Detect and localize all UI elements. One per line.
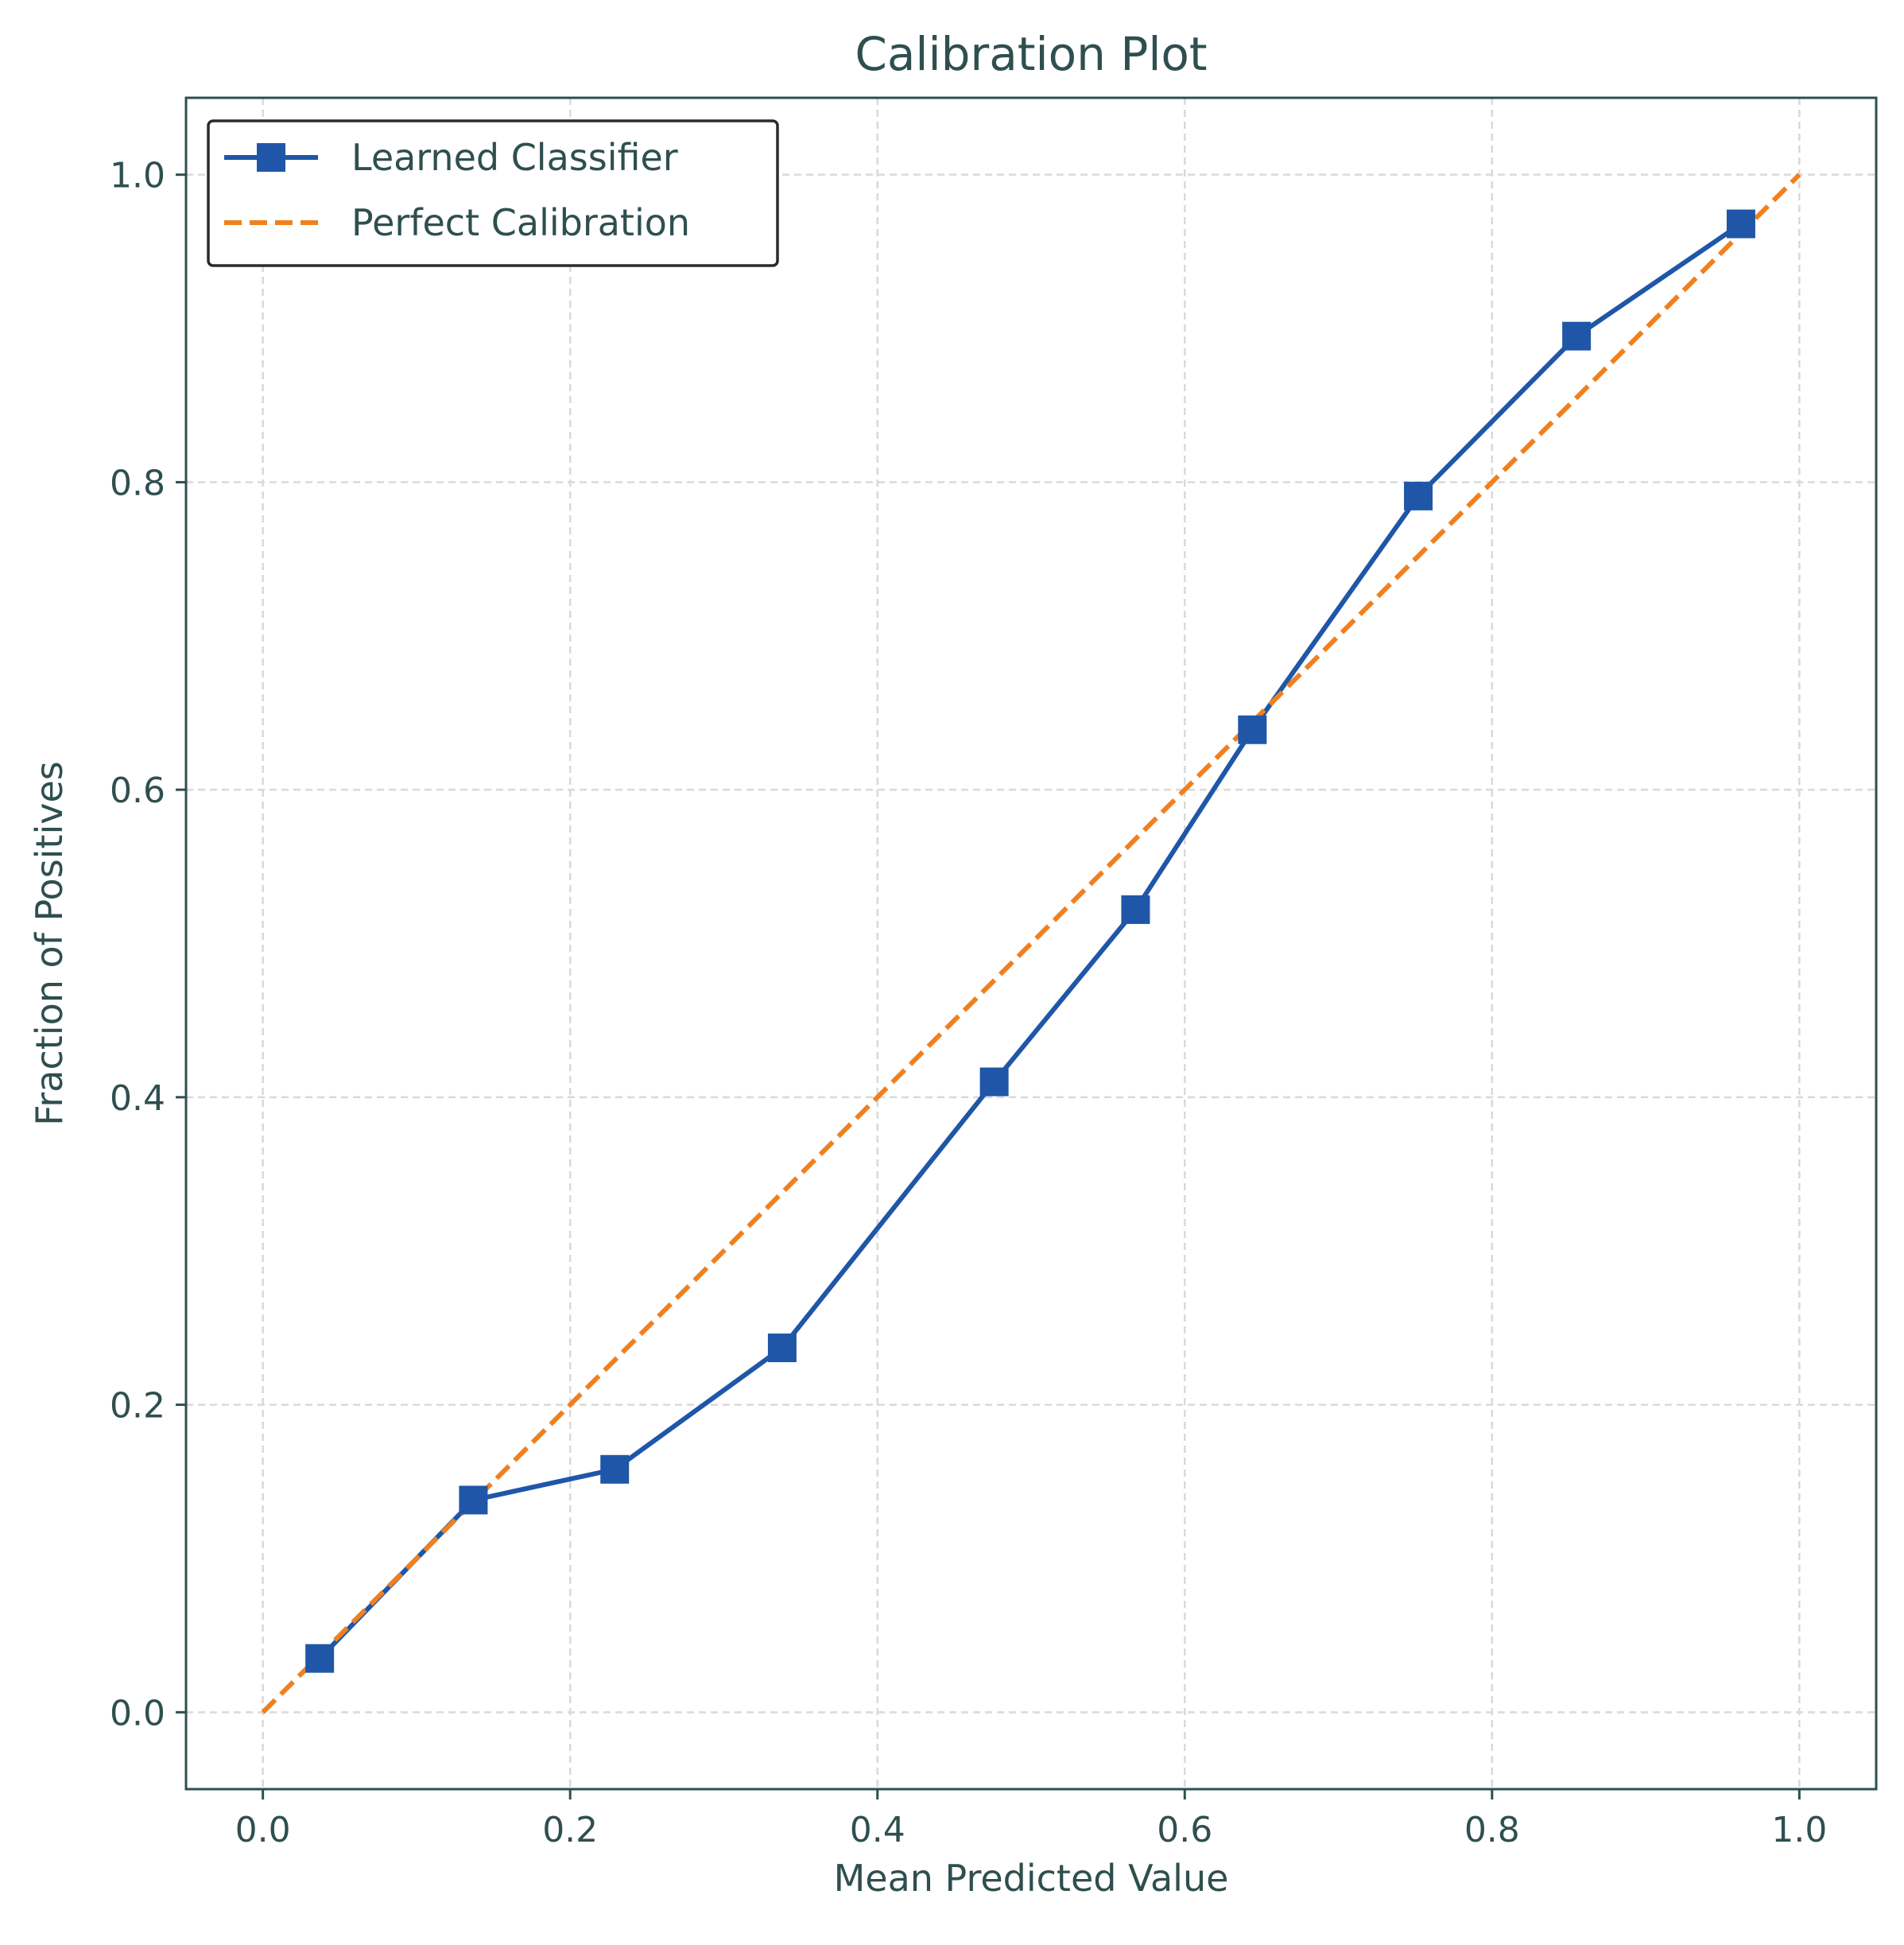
y-tick-label: 0.4 (110, 1078, 165, 1119)
data-point-learned-classifier (305, 1644, 334, 1673)
data-point-learned-classifier (1238, 716, 1266, 744)
x-tick-label: 0.2 (542, 1810, 598, 1850)
y-axis-title: Fraction of Positives (28, 761, 71, 1126)
y-tick-label: 0.0 (110, 1693, 165, 1733)
data-point-learned-classifier (1727, 210, 1755, 239)
y-tick-label: 1.0 (110, 156, 165, 196)
data-point-learned-classifier (1404, 482, 1433, 511)
data-point-learned-classifier (1562, 322, 1591, 351)
data-point-learned-classifier (459, 1485, 487, 1514)
legend-marker-learned-classifier (257, 143, 285, 172)
x-tick-label: 0.4 (850, 1810, 905, 1850)
x-tick-label: 0.6 (1157, 1810, 1212, 1850)
data-point-learned-classifier (768, 1334, 797, 1362)
legend-label-learned-classifier: Learned Classifier (351, 136, 678, 179)
chart-title: Calibration Plot (855, 27, 1207, 81)
y-tick-label: 0.2 (110, 1386, 165, 1427)
x-tick-label: 0.8 (1464, 1810, 1520, 1850)
x-tick-label: 1.0 (1771, 1810, 1827, 1850)
data-point-learned-classifier (1121, 895, 1150, 924)
legend-label-perfect-calibration: Perfect Calibration (351, 201, 690, 244)
data-point-learned-classifier (980, 1068, 1009, 1097)
data-point-learned-classifier (600, 1455, 629, 1484)
x-axis-title: Mean Predicted Value (834, 1857, 1229, 1900)
x-tick-label: 0.0 (235, 1810, 291, 1850)
y-tick-label: 0.8 (110, 463, 165, 503)
legend: Learned Classifier Perfect Calibration (208, 121, 777, 266)
y-tick-label: 0.6 (110, 771, 165, 811)
